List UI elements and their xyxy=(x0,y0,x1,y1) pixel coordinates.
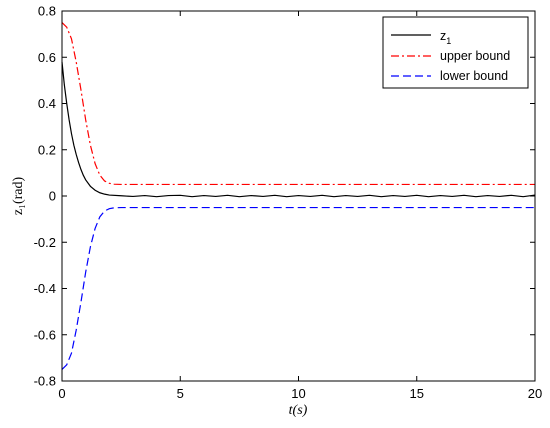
x-tick-label: 5 xyxy=(177,386,184,401)
y-tick-label: -0.6 xyxy=(34,327,56,342)
plot-frame xyxy=(61,10,536,382)
legend: z1 upper bound lower bound xyxy=(382,16,529,89)
x-tick-label: 0 xyxy=(58,386,65,401)
y-tick-label: -0.2 xyxy=(34,235,56,250)
y-tick-label: 0 xyxy=(49,189,56,204)
series-line-upper-bound xyxy=(61,22,535,186)
series-line-z1 xyxy=(61,61,536,198)
legend-label-z1: z1 xyxy=(440,29,451,46)
y-tick-label: -0.8 xyxy=(34,374,56,389)
y-tick-label: 0.2 xyxy=(38,142,56,157)
x-tick-label: 10 xyxy=(291,386,305,401)
x-tick-label: 15 xyxy=(410,386,424,401)
x-tick-label: 20 xyxy=(528,386,542,401)
y-tick-label: 0.6 xyxy=(38,50,56,65)
y-tick-label: 0.8 xyxy=(38,4,56,19)
x-axis-label: t(s) xyxy=(289,403,308,418)
y-tick-label: -0.4 xyxy=(34,281,56,296)
y-axis-label: z₁(rad) xyxy=(11,177,26,216)
series-layer xyxy=(61,22,536,370)
legend-label-lower-bound: lower bound xyxy=(440,69,508,83)
y-tick-label: 0.4 xyxy=(38,96,56,111)
legend-label-upper-bound: upper bound xyxy=(440,49,510,63)
series-line-lower-bound xyxy=(61,206,535,370)
